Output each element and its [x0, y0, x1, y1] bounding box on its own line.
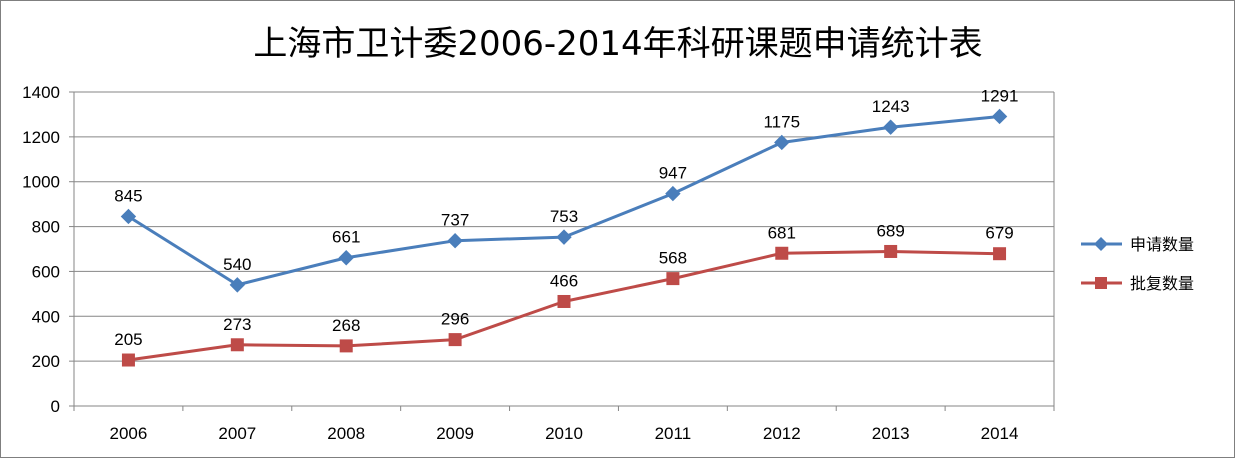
data-point-marker — [666, 272, 680, 286]
data-point-marker — [448, 333, 462, 347]
data-point-marker — [665, 185, 681, 202]
data-point-marker — [230, 338, 244, 352]
data-label: 205 — [114, 330, 142, 349]
x-tick-label: 2014 — [981, 424, 1019, 443]
x-tick-label: 2012 — [763, 424, 801, 443]
data-point-marker — [339, 339, 353, 353]
x-tick-label: 2010 — [545, 424, 583, 443]
data-label: 273 — [223, 315, 251, 334]
y-tick-label: 600 — [32, 262, 60, 281]
axis-layer: 0 200 400 600 800 1000 1200 1400 2006 2007 2008 200… — [22, 83, 1055, 443]
y-tick-label: 0 — [51, 397, 60, 416]
series-layer — [120, 108, 1008, 367]
y-tick-label: 800 — [32, 218, 60, 237]
data-point-marker — [993, 247, 1007, 261]
data-label: 466 — [550, 271, 578, 290]
data-label: 268 — [332, 316, 360, 335]
y-tick-label: 1000 — [22, 173, 60, 192]
data-point-marker — [229, 277, 246, 293]
data-label: 753 — [550, 207, 578, 226]
data-label: 947 — [659, 164, 687, 183]
data-point-marker — [884, 244, 898, 258]
data-point-marker — [338, 250, 354, 266]
y-tick-label: 1200 — [22, 128, 60, 147]
x-tick-label: 2007 — [218, 424, 256, 443]
data-label: 568 — [659, 249, 687, 268]
data-point-marker — [774, 134, 790, 151]
data-point-marker — [556, 229, 572, 245]
data-label: 737 — [441, 211, 469, 230]
data-label: 1291 — [981, 86, 1019, 105]
legend-marker — [1095, 277, 1107, 289]
x-tick-label: 2013 — [872, 424, 910, 443]
data-label: 1243 — [872, 97, 910, 116]
y-tick-label: 200 — [32, 352, 60, 371]
data-point-marker — [120, 208, 137, 225]
x-tick-label: 2008 — [327, 424, 365, 443]
data-label: 540 — [223, 255, 251, 274]
data-label-layer: 845 540 661 737 753 947 1175 1243 1291 205 273 268 2… — [114, 86, 1018, 349]
x-tick-label: 2009 — [436, 424, 474, 443]
x-tick-label: 2011 — [655, 424, 692, 443]
data-point-marker — [447, 232, 463, 249]
data-point-marker — [775, 246, 789, 260]
chart-title: 上海市卫计委2006-2014年科研课题申请统计表 — [253, 24, 982, 64]
data-point-marker — [121, 353, 135, 367]
data-label: 661 — [332, 228, 360, 247]
legend-label: 申请数量 — [1130, 235, 1194, 254]
data-point-marker — [882, 119, 899, 135]
data-point-marker — [557, 294, 571, 308]
legend-marker — [1094, 237, 1108, 251]
data-label: 296 — [441, 310, 469, 329]
data-label: 1175 — [763, 112, 800, 131]
x-tick-label: 2006 — [110, 424, 148, 443]
series-line-1 — [127, 114, 1000, 287]
grid-layer — [74, 91, 1055, 406]
y-tick-label: 400 — [32, 307, 60, 326]
y-tick-label: 1400 — [22, 83, 60, 102]
data-label: 689 — [876, 221, 904, 240]
data-point-marker — [991, 108, 1008, 125]
legend-label: 批复数量 — [1130, 274, 1194, 293]
data-label: 845 — [114, 186, 142, 205]
data-label: 681 — [768, 223, 796, 242]
data-label: 679 — [985, 224, 1013, 243]
